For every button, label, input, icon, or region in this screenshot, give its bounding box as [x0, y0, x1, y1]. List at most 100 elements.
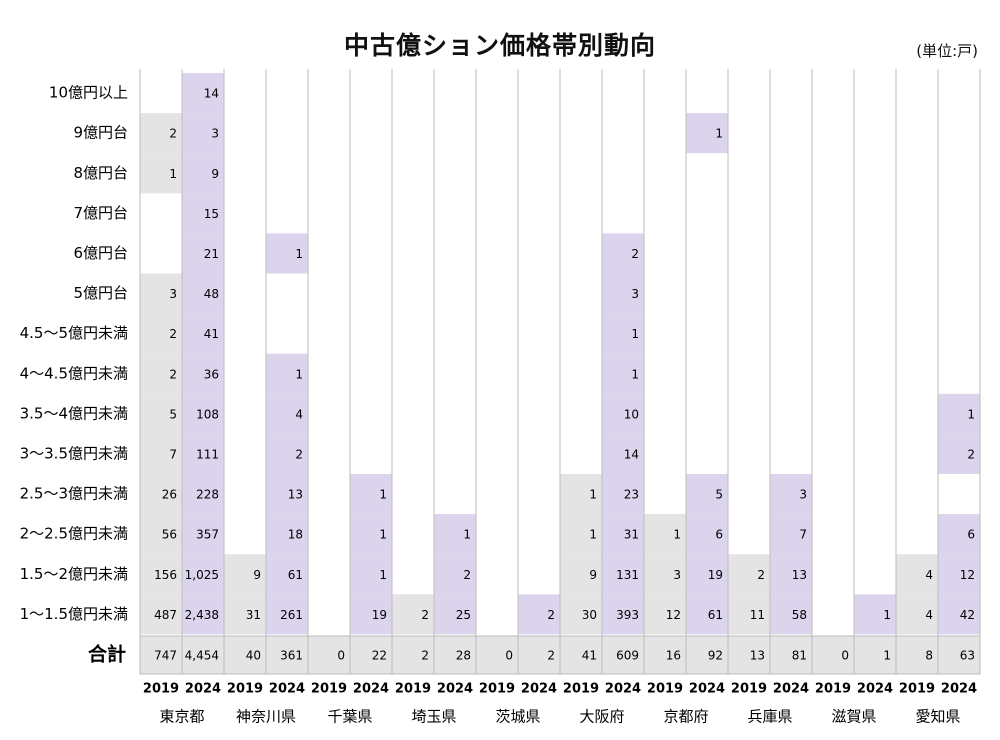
- cell-value: 6: [715, 528, 723, 542]
- year-label: 2024: [605, 682, 641, 697]
- year-label: 2019: [395, 682, 431, 697]
- cell-value: 2: [169, 127, 177, 141]
- cell-value: 1,025: [185, 568, 219, 582]
- cell-value: 2: [169, 367, 177, 381]
- prefecture-label: 兵庫県: [747, 708, 792, 726]
- year-label: 2019: [143, 682, 179, 697]
- total-value: 40: [246, 649, 261, 663]
- shaded-cell: [770, 514, 812, 555]
- shaded-cell: [392, 594, 434, 635]
- cell-value: 3: [631, 287, 639, 301]
- price-band-label: 7億円台: [73, 204, 128, 222]
- shaded-cell: [602, 353, 644, 394]
- shaded-cell: [686, 113, 728, 154]
- cell-value: 14: [204, 87, 219, 101]
- cell-value: 357: [196, 528, 219, 542]
- cell-value: 2: [295, 447, 303, 461]
- unit-label: (単位:戸): [916, 42, 978, 60]
- total-value: 0: [505, 649, 513, 663]
- total-value: 0: [337, 649, 345, 663]
- cell-value: 1: [715, 127, 723, 141]
- year-label: 2019: [647, 682, 683, 697]
- shaded-cell: [938, 554, 980, 595]
- shaded-cell: [140, 353, 182, 394]
- shaded-cell: [350, 594, 392, 635]
- total-value: 4,454: [185, 649, 219, 663]
- cell-value: 261: [280, 608, 303, 622]
- cell-value: 5: [715, 488, 723, 502]
- shaded-cell: [266, 433, 308, 474]
- shaded-cell: [602, 514, 644, 555]
- shaded-cell: [266, 474, 308, 515]
- price-band-label: 2～2.5億円未満: [20, 525, 128, 543]
- year-label: 2019: [563, 682, 599, 697]
- shaded-cell: [602, 594, 644, 635]
- year-label: 2019: [899, 682, 935, 697]
- total-value: 13: [750, 649, 765, 663]
- price-band-label: 9億円台: [73, 124, 128, 142]
- shaded-cell: [602, 233, 644, 274]
- cell-value: 1: [463, 528, 471, 542]
- shaded-cell: [602, 474, 644, 515]
- cell-value: 56: [162, 528, 177, 542]
- cell-value: 1: [883, 608, 891, 622]
- cell-value: 13: [792, 568, 807, 582]
- total-value: 81: [792, 649, 807, 663]
- shaded-cell: [938, 514, 980, 555]
- shaded-cell: [770, 594, 812, 635]
- shaded-cell: [266, 353, 308, 394]
- shaded-cell: [224, 594, 266, 635]
- year-label: 2019: [227, 682, 263, 697]
- cell-value: 30: [582, 608, 597, 622]
- shaded-cell: [896, 594, 938, 635]
- shaded-cell: [182, 113, 224, 154]
- cell-value: 25: [456, 608, 471, 622]
- cell-value: 1: [295, 367, 303, 381]
- shaded-cell: [602, 273, 644, 314]
- cell-value: 5: [169, 407, 177, 421]
- shaded-cell: [560, 474, 602, 515]
- total-value: 609: [616, 649, 639, 663]
- shaded-cell: [350, 474, 392, 515]
- shaded-cell: [140, 474, 182, 515]
- price-band-label: 1.5～2億円未満: [20, 565, 128, 583]
- cell-value: 12: [666, 608, 681, 622]
- total-value: 1: [883, 649, 891, 663]
- cell-value: 4: [295, 407, 303, 421]
- cell-value: 2: [757, 568, 765, 582]
- shaded-cell: [938, 433, 980, 474]
- total-value: 2: [547, 649, 555, 663]
- prefecture-label: 滋賀県: [831, 708, 876, 726]
- shaded-cell: [560, 514, 602, 555]
- cell-value: 12: [960, 568, 975, 582]
- cell-value: 9: [253, 568, 261, 582]
- year-label: 2024: [941, 682, 977, 697]
- shaded-cell: [182, 153, 224, 194]
- shaded-cell: [182, 233, 224, 274]
- price-band-label: 2.5～3億円未満: [20, 485, 128, 503]
- year-label: 2019: [731, 682, 767, 697]
- shaded-cell: [350, 554, 392, 595]
- cell-value: 1: [295, 247, 303, 261]
- shaded-cell: [182, 514, 224, 555]
- shaded-cell: [602, 313, 644, 354]
- shaded-cell: [854, 594, 896, 635]
- cell-value: 1: [379, 488, 387, 502]
- shaded-cell: [140, 393, 182, 434]
- shaded-cell: [770, 474, 812, 515]
- shaded-cell: [182, 474, 224, 515]
- cell-value: 3: [673, 568, 681, 582]
- prefecture-label: 大阪府: [579, 708, 624, 726]
- year-label: 2019: [311, 682, 347, 697]
- year-label: 2019: [815, 682, 851, 697]
- shaded-cell: [896, 554, 938, 595]
- cell-value: 1: [673, 528, 681, 542]
- shaded-cell: [770, 554, 812, 595]
- cell-value: 108: [196, 407, 219, 421]
- shaded-cell: [140, 594, 182, 635]
- cell-value: 1: [631, 327, 639, 341]
- year-label: 2024: [689, 682, 725, 697]
- price-band-label: 3.5～4億円未満: [20, 404, 128, 422]
- cell-value: 19: [372, 608, 387, 622]
- cell-value: 6: [967, 528, 975, 542]
